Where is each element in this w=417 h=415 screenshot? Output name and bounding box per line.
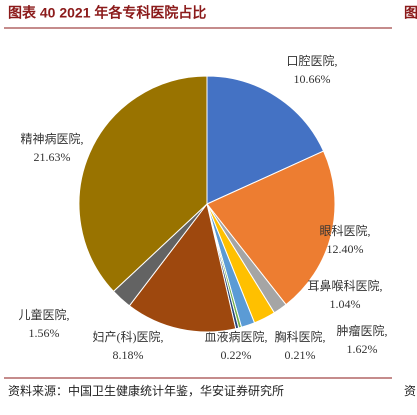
source: 资料来源：中国卫生健康统计年鉴，华安证券研究所 (8, 383, 284, 398)
slice-value-label: 10.66% (294, 72, 331, 86)
slice-value-label: 1.62% (347, 342, 378, 356)
slice-value-label: 8.18% (113, 348, 144, 362)
pie-slice (78, 75, 208, 293)
slice-value-label: 1.56% (29, 326, 60, 340)
slice-label: 耳鼻喉科医院, (307, 278, 382, 293)
slice-label: 妇产(科)医院, (93, 330, 164, 344)
slice-value-label: 1.04% (330, 297, 361, 311)
slice-label: 肿瘤医院, (336, 323, 387, 338)
pie-slice (206, 75, 325, 205)
slice-value-label: 21.63% (34, 150, 71, 164)
slice-label: 精神病医院, (20, 131, 83, 146)
pie-slice (206, 150, 336, 306)
slice-value-label: 0.21% (285, 348, 316, 362)
slice-label: 眼科医院, (319, 224, 370, 238)
slice-value-label: 12.40% (327, 242, 364, 256)
slice-value-label: 0.22% (221, 348, 252, 362)
slice-label: 儿童医院, (18, 307, 69, 322)
chart-title: 图表 40 2021 年各专科医院占比 (8, 5, 206, 21)
cropped-fragment: 资 (404, 384, 416, 398)
pie-slice (128, 202, 237, 333)
cropped-fragment: 图 (404, 5, 417, 21)
slice-label: 胸科医院, (274, 329, 325, 344)
slice-label: 口腔医院, (286, 53, 337, 68)
slice-label: 血液病医院, (204, 329, 267, 344)
